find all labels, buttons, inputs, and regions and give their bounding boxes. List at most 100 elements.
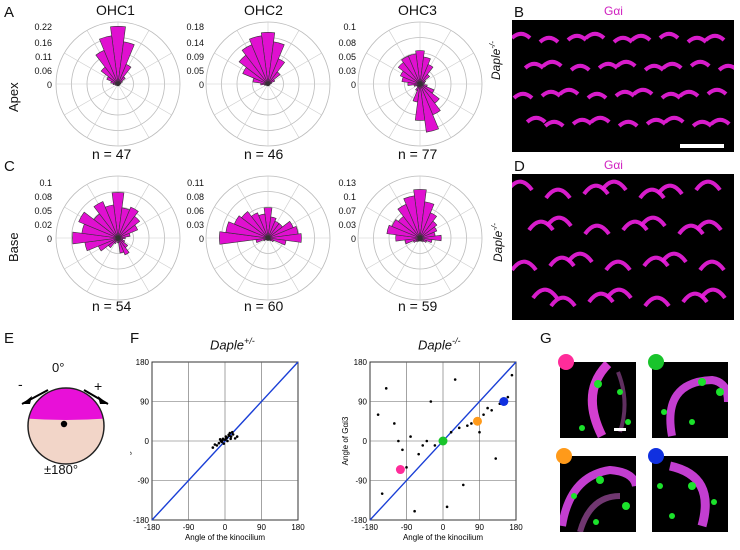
crescent xyxy=(632,87,654,96)
rose-wedge xyxy=(267,71,281,85)
orientation-schematic xyxy=(21,387,109,465)
crescent xyxy=(558,87,580,96)
y-tick-label: -180 xyxy=(133,516,150,525)
crescent xyxy=(661,61,683,70)
micrograph-d xyxy=(506,174,734,320)
scatter-point xyxy=(221,438,224,442)
scatter-plot: -180-180 -90 -90 0 0 90 90 180 180 Angle of the k… xyxy=(130,358,305,542)
y-tick-label: -90 xyxy=(355,477,367,486)
scatter-point xyxy=(413,509,416,513)
rose-diagram xyxy=(55,175,181,301)
crescent xyxy=(698,259,726,272)
crescent xyxy=(544,187,572,200)
crescent xyxy=(523,61,545,70)
scatter-point xyxy=(401,448,404,452)
scatter-point xyxy=(222,442,226,445)
rose-diagram xyxy=(357,21,483,147)
tick: 0.1 xyxy=(39,178,52,188)
crescent xyxy=(566,33,588,42)
tick: 0.07 xyxy=(338,206,356,216)
tick: 0.1 xyxy=(343,192,356,202)
scatter-plot: -180-180 -90 -90 0 0 90 90 180 180 Angle of the k… xyxy=(341,358,523,542)
blue-marker-icon xyxy=(648,448,664,464)
rose-wedge xyxy=(419,226,438,239)
scatter-point xyxy=(429,400,433,403)
crescent xyxy=(699,287,727,300)
rose-wedge xyxy=(72,231,119,245)
rose-wedge xyxy=(391,219,421,239)
scatter-point xyxy=(461,483,465,487)
scatter-point xyxy=(409,435,412,438)
genotype-label-b: Daple-/- xyxy=(488,41,503,80)
rose-wedge xyxy=(413,189,427,239)
rose-wedge xyxy=(419,220,438,239)
rose-wedge xyxy=(241,211,269,239)
n-apex-ohc3: n = 77 xyxy=(398,146,438,162)
rose-wedge xyxy=(110,25,126,85)
crescent xyxy=(706,87,728,96)
panel-label-e: E xyxy=(4,330,15,347)
panel-label-d: D xyxy=(514,158,525,175)
scatter-point xyxy=(482,413,485,416)
n-apex-ohc2: n = 46 xyxy=(244,146,284,162)
y-tick-label: 0 xyxy=(363,437,368,446)
rose-wedge xyxy=(117,63,132,85)
rose-title-ohc1: OHC1 xyxy=(96,2,135,18)
scatter-point xyxy=(457,426,461,430)
crescent xyxy=(689,59,711,68)
crescent xyxy=(642,255,670,268)
tick: 0 xyxy=(350,234,356,244)
rose-title-ohc3: OHC3 xyxy=(398,2,437,18)
rose-wedge xyxy=(117,206,139,239)
rose-wedge xyxy=(117,237,130,256)
rose-diagram xyxy=(55,21,181,147)
scatter-point xyxy=(453,378,457,381)
scatter-point xyxy=(470,422,473,425)
scatter-point xyxy=(433,444,437,447)
crescent xyxy=(605,287,633,300)
title-sup: +/- xyxy=(243,336,255,346)
crescent xyxy=(569,63,591,72)
crescent xyxy=(660,91,682,100)
tick: 0.22 xyxy=(34,22,52,32)
y-tick-label: 90 xyxy=(140,398,149,407)
tick: 0.06 xyxy=(186,206,204,216)
rose-wedge xyxy=(78,211,119,239)
rose-wedge xyxy=(250,212,269,239)
rose-wedge xyxy=(419,81,426,85)
crescent xyxy=(587,291,615,304)
crescent xyxy=(582,183,610,196)
crescent xyxy=(589,115,611,124)
x-tick-label: 0 xyxy=(441,523,446,532)
tick: 0.09 xyxy=(186,52,204,62)
rose-wedge xyxy=(419,63,434,85)
tick: 0.03 xyxy=(186,220,204,230)
scatter-point xyxy=(397,439,400,443)
y-tick-label: -180 xyxy=(351,516,368,525)
n-base-ohc1: n = 54 xyxy=(92,298,132,314)
crescent xyxy=(545,215,573,228)
crescent xyxy=(548,255,576,268)
tick: 0.08 xyxy=(34,192,52,202)
e-bottom-label: ±180° xyxy=(44,462,79,477)
highlight-point xyxy=(472,416,482,426)
rose-wedge xyxy=(419,79,427,85)
crescent xyxy=(695,219,723,232)
f-right-title: Daple-/- xyxy=(418,336,460,352)
highlight-point xyxy=(499,397,509,406)
micrograph-b xyxy=(510,20,739,152)
crescent xyxy=(717,63,739,72)
scatter-point xyxy=(211,446,215,449)
crescent xyxy=(694,179,722,192)
crescent xyxy=(612,35,634,44)
scatter-point xyxy=(510,373,514,377)
scatter-point xyxy=(224,435,228,438)
scatter-point xyxy=(445,505,449,509)
x-axis-label: Angle of the kinocilium xyxy=(403,533,483,542)
crescent xyxy=(527,219,555,232)
rose-wedge xyxy=(419,83,439,133)
crescent xyxy=(643,63,665,72)
crescent xyxy=(630,33,652,42)
crescent xyxy=(584,31,606,40)
crescent xyxy=(617,119,639,128)
